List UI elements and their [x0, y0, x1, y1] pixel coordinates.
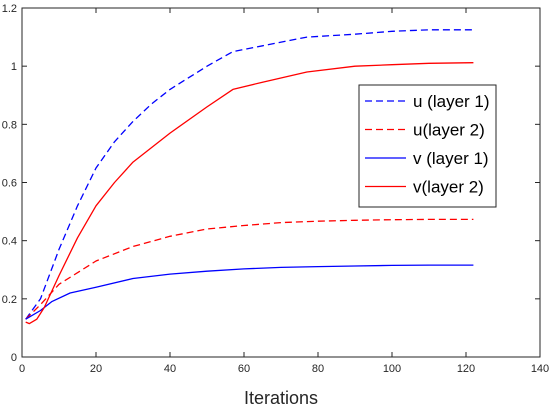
- x-axis-label: Iterations: [244, 388, 318, 408]
- ticks-layer: 0 20 40 60 80 100 120 140 0 0.2 0.4 0.6 0.8 1 1.2: [2, 3, 549, 375]
- legend-label: u(layer 2): [413, 121, 485, 140]
- x-tick-label: 100: [383, 363, 401, 375]
- x-tick-label: 40: [164, 363, 176, 375]
- series-line-3: [25, 264, 474, 320]
- x-tick-label: 80: [312, 363, 324, 375]
- series-line-4: [25, 62, 474, 325]
- y-tick-label: 0.2: [2, 294, 17, 306]
- legend-label: u (layer 1): [413, 92, 490, 111]
- x-tick-label: 0: [19, 363, 25, 375]
- legend-label: v (layer 1): [413, 149, 489, 168]
- x-tick-label: 60: [238, 363, 250, 375]
- legend-label: v(layer 2): [413, 178, 484, 197]
- y-tick-label: 0.8: [2, 119, 17, 131]
- y-tick-label: 0.6: [2, 178, 17, 190]
- y-tick-label: 1: [11, 61, 17, 73]
- series-layer: [25, 29, 474, 325]
- legend: u (layer 1) u(layer 2) v (layer 1) v(layer …: [358, 84, 497, 208]
- series-line-1: [25, 29, 474, 320]
- x-tick-label: 20: [90, 363, 102, 375]
- series-line-2: [25, 218, 474, 320]
- y-tick-label: 0: [11, 352, 17, 364]
- y-tick-label: 0.4: [2, 236, 17, 248]
- x-tick-label: 140: [531, 363, 549, 375]
- y-tick-label: 1.2: [2, 3, 17, 15]
- x-tick-label: 120: [457, 363, 475, 375]
